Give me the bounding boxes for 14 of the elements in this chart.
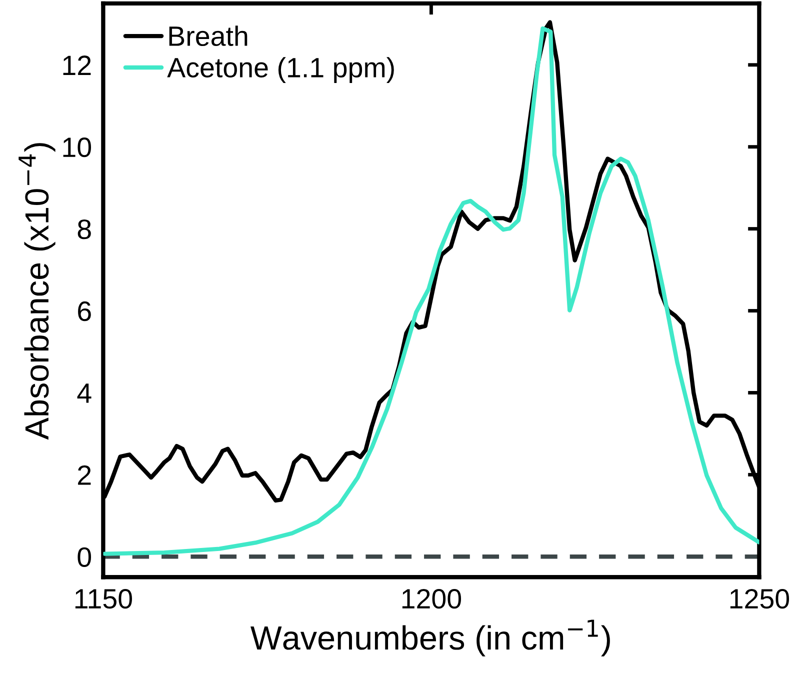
y-tick-label: 2 bbox=[78, 465, 91, 485]
y-tick-label: 4 bbox=[77, 384, 92, 403]
legend-label: Breath bbox=[169, 26, 248, 46]
x-tick-label: 1200 bbox=[402, 588, 462, 609]
y-axis-title: Absorbance (x10$^{−4}$) bbox=[18, 143, 56, 440]
x-tick-label: 1150 bbox=[75, 588, 132, 609]
x-axis-title: Wavenumbers (in cm$^{−1}$) bbox=[250, 620, 610, 656]
y-tick-label: 6 bbox=[78, 301, 91, 322]
y-tick-label: 10 bbox=[63, 138, 92, 158]
y-tick-label: 8 bbox=[78, 219, 91, 240]
y-tick-label: 0 bbox=[78, 547, 92, 567]
legend-label: Acetone (1.1 ppm) bbox=[167, 57, 394, 83]
x-tick-label: 1250 bbox=[730, 588, 790, 609]
y-tick-label: 12 bbox=[63, 56, 91, 75]
